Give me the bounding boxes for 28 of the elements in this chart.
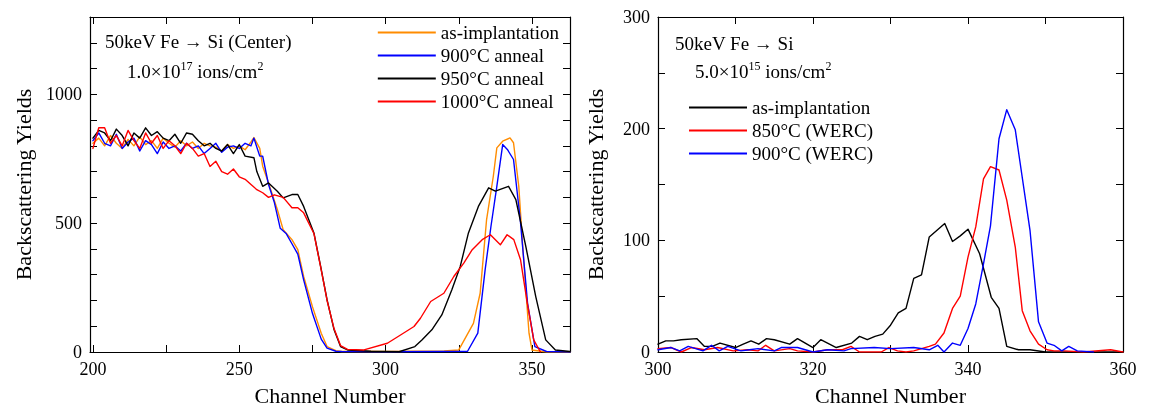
legend-label: 900°C (WERC): [752, 143, 874, 165]
legend-label: as-implantation: [440, 22, 560, 43]
y-tick-label: 100: [623, 230, 650, 251]
x-tick-label: 360: [1109, 359, 1137, 379]
x-axis-title: Channel Number: [254, 382, 407, 408]
x-tick-label: 250: [225, 359, 253, 379]
x-tick-label: 200: [79, 359, 107, 379]
x-tick-label: 320: [799, 359, 827, 379]
legend-label: 850°C (WERC): [752, 120, 874, 142]
y-axis-title: Backscattering Yields: [582, 88, 608, 281]
x-axis-title: Channel Number: [815, 382, 967, 408]
legend-label: 1000°C anneal: [440, 91, 554, 112]
x-tick-label: 300: [372, 359, 400, 379]
annotation: 50keV Fe → Si: [675, 33, 794, 54]
x-tick-label: 350: [518, 359, 546, 379]
x-tick-label: 300: [644, 359, 672, 379]
y-tick-label: 300: [623, 7, 650, 27]
legend-label: 950°C anneal: [440, 68, 544, 89]
x-tick-label: 340: [954, 359, 982, 379]
y-tick-label: 1000: [46, 84, 82, 105]
legend-label: as-implantation: [752, 97, 871, 118]
y-axis-title: Backscattering Yields: [10, 88, 36, 281]
y-tick-label: 200: [623, 118, 650, 139]
legend-label: 900°C anneal: [440, 45, 544, 66]
y-tick-label: 0: [73, 342, 82, 362]
annotation: 50keV Fe → Si (Center): [105, 31, 292, 53]
y-tick-label: 0: [641, 342, 650, 362]
y-tick-label: 500: [55, 213, 82, 234]
